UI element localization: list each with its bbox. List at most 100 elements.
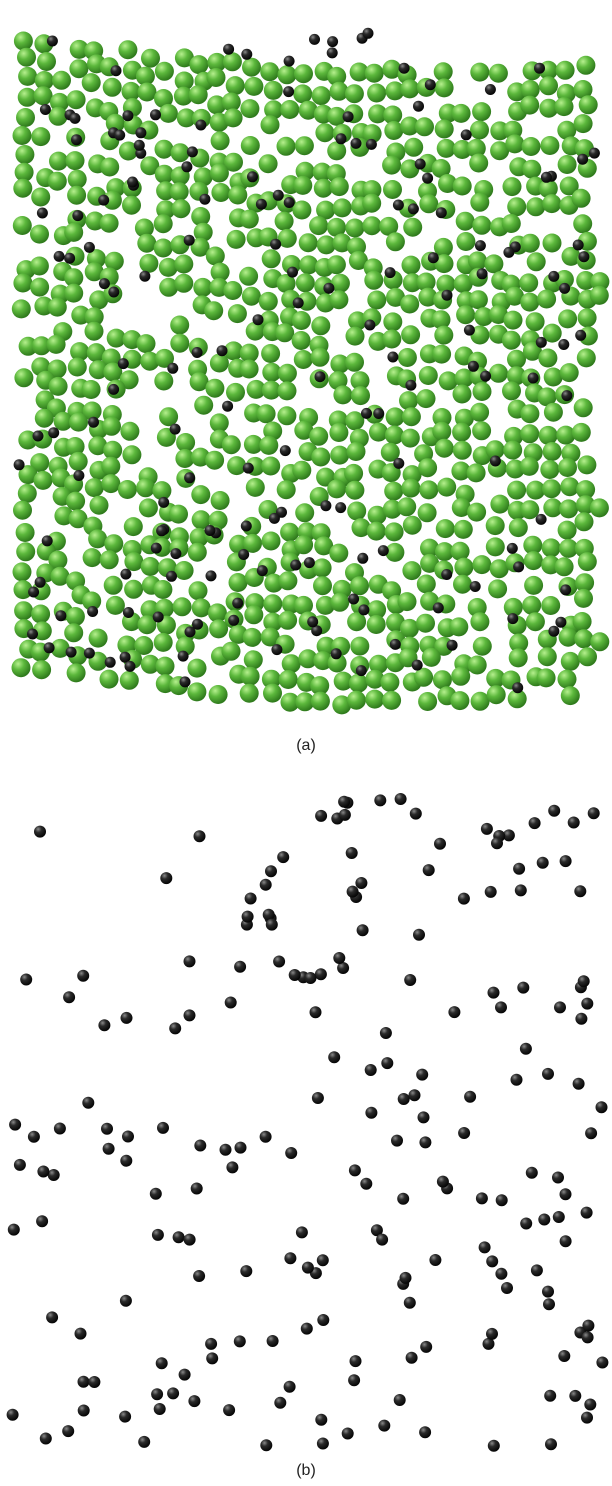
black-atom xyxy=(446,639,458,651)
green-atom xyxy=(175,449,195,468)
green-atom xyxy=(574,629,594,649)
green-atom xyxy=(274,211,294,231)
green-atom xyxy=(123,517,143,537)
green-atom xyxy=(299,255,319,275)
green-atom xyxy=(521,137,541,156)
black-atom xyxy=(155,1357,168,1370)
black-atom xyxy=(228,614,240,626)
black-atom xyxy=(316,1437,329,1450)
green-atom xyxy=(349,62,369,82)
green-atom xyxy=(261,669,281,689)
green-atom xyxy=(263,421,283,441)
black-atom xyxy=(561,390,573,402)
green-atom xyxy=(380,672,400,692)
green-atom xyxy=(50,638,70,658)
black-atom xyxy=(392,199,404,211)
green-atom xyxy=(362,124,382,144)
green-atom xyxy=(432,421,452,441)
green-atom xyxy=(418,692,438,711)
green-atom xyxy=(416,613,435,633)
black-atom xyxy=(241,910,254,923)
green-atom xyxy=(416,389,436,409)
black-atom xyxy=(48,427,60,439)
green-atom xyxy=(520,424,540,444)
green-atom xyxy=(169,182,189,202)
green-atom xyxy=(154,61,174,81)
green-atom xyxy=(466,138,486,158)
black-atom xyxy=(587,807,600,820)
green-atom xyxy=(294,420,314,440)
green-atom xyxy=(11,658,31,678)
green-atom xyxy=(385,81,405,101)
green-atom xyxy=(102,190,122,210)
green-atom xyxy=(84,321,104,341)
green-atom xyxy=(508,518,528,538)
green-atom xyxy=(472,215,492,235)
green-atom xyxy=(379,216,399,236)
green-atom xyxy=(346,690,366,710)
green-atom xyxy=(327,106,347,126)
green-atom xyxy=(117,635,137,655)
green-atom xyxy=(88,360,108,380)
green-atom xyxy=(209,413,229,433)
green-atom xyxy=(326,255,346,275)
green-atom xyxy=(124,552,144,572)
green-atom xyxy=(228,185,248,205)
green-atom xyxy=(47,171,67,191)
green-atom xyxy=(502,381,521,401)
green-atom xyxy=(298,649,318,669)
green-atom xyxy=(309,216,329,236)
black-atom xyxy=(238,549,250,560)
black-atom xyxy=(9,1118,22,1131)
green-atom xyxy=(489,363,508,383)
black-atom xyxy=(448,1006,461,1019)
green-atom xyxy=(15,145,35,164)
black-atom xyxy=(77,1404,90,1417)
green-atom xyxy=(435,542,454,562)
green-atom xyxy=(30,453,50,473)
green-atom xyxy=(380,442,400,462)
black-atom xyxy=(46,35,58,47)
green-atom xyxy=(187,682,207,702)
black-atom xyxy=(588,147,600,159)
green-atom xyxy=(210,131,230,151)
green-atom xyxy=(64,222,84,242)
green-atom xyxy=(174,561,194,580)
green-atom xyxy=(239,266,259,286)
black-atom xyxy=(315,1413,328,1426)
green-atom xyxy=(415,117,434,137)
green-atom xyxy=(140,351,160,371)
green-atom xyxy=(70,342,90,362)
black-atom xyxy=(242,462,254,474)
black-atom xyxy=(13,459,25,471)
black-atom xyxy=(575,1012,588,1025)
green-atom xyxy=(332,695,352,715)
green-atom xyxy=(382,499,402,519)
black-atom xyxy=(514,884,527,897)
green-atom xyxy=(519,456,539,476)
black-atom xyxy=(394,793,407,805)
green-atom xyxy=(315,595,335,615)
black-atom xyxy=(27,1130,40,1143)
green-atom xyxy=(589,498,609,518)
black-atom xyxy=(266,1335,279,1347)
green-atom xyxy=(191,598,211,618)
green-atom xyxy=(69,39,89,59)
black-atom xyxy=(205,1337,218,1350)
black-atom xyxy=(55,610,67,622)
green-atom xyxy=(560,686,580,706)
green-atom xyxy=(65,151,85,171)
black-atom xyxy=(119,1294,132,1307)
green-atom xyxy=(52,70,71,90)
green-atom xyxy=(104,534,124,554)
black-atom xyxy=(558,1350,571,1362)
green-atom xyxy=(281,654,301,674)
black-atom xyxy=(569,1389,582,1402)
green-atom xyxy=(486,685,506,705)
black-atom xyxy=(290,559,302,571)
green-atom xyxy=(538,179,558,199)
green-atom xyxy=(470,402,490,422)
green-atom xyxy=(452,384,472,404)
black-atom xyxy=(487,986,500,999)
green-atom xyxy=(294,535,314,555)
